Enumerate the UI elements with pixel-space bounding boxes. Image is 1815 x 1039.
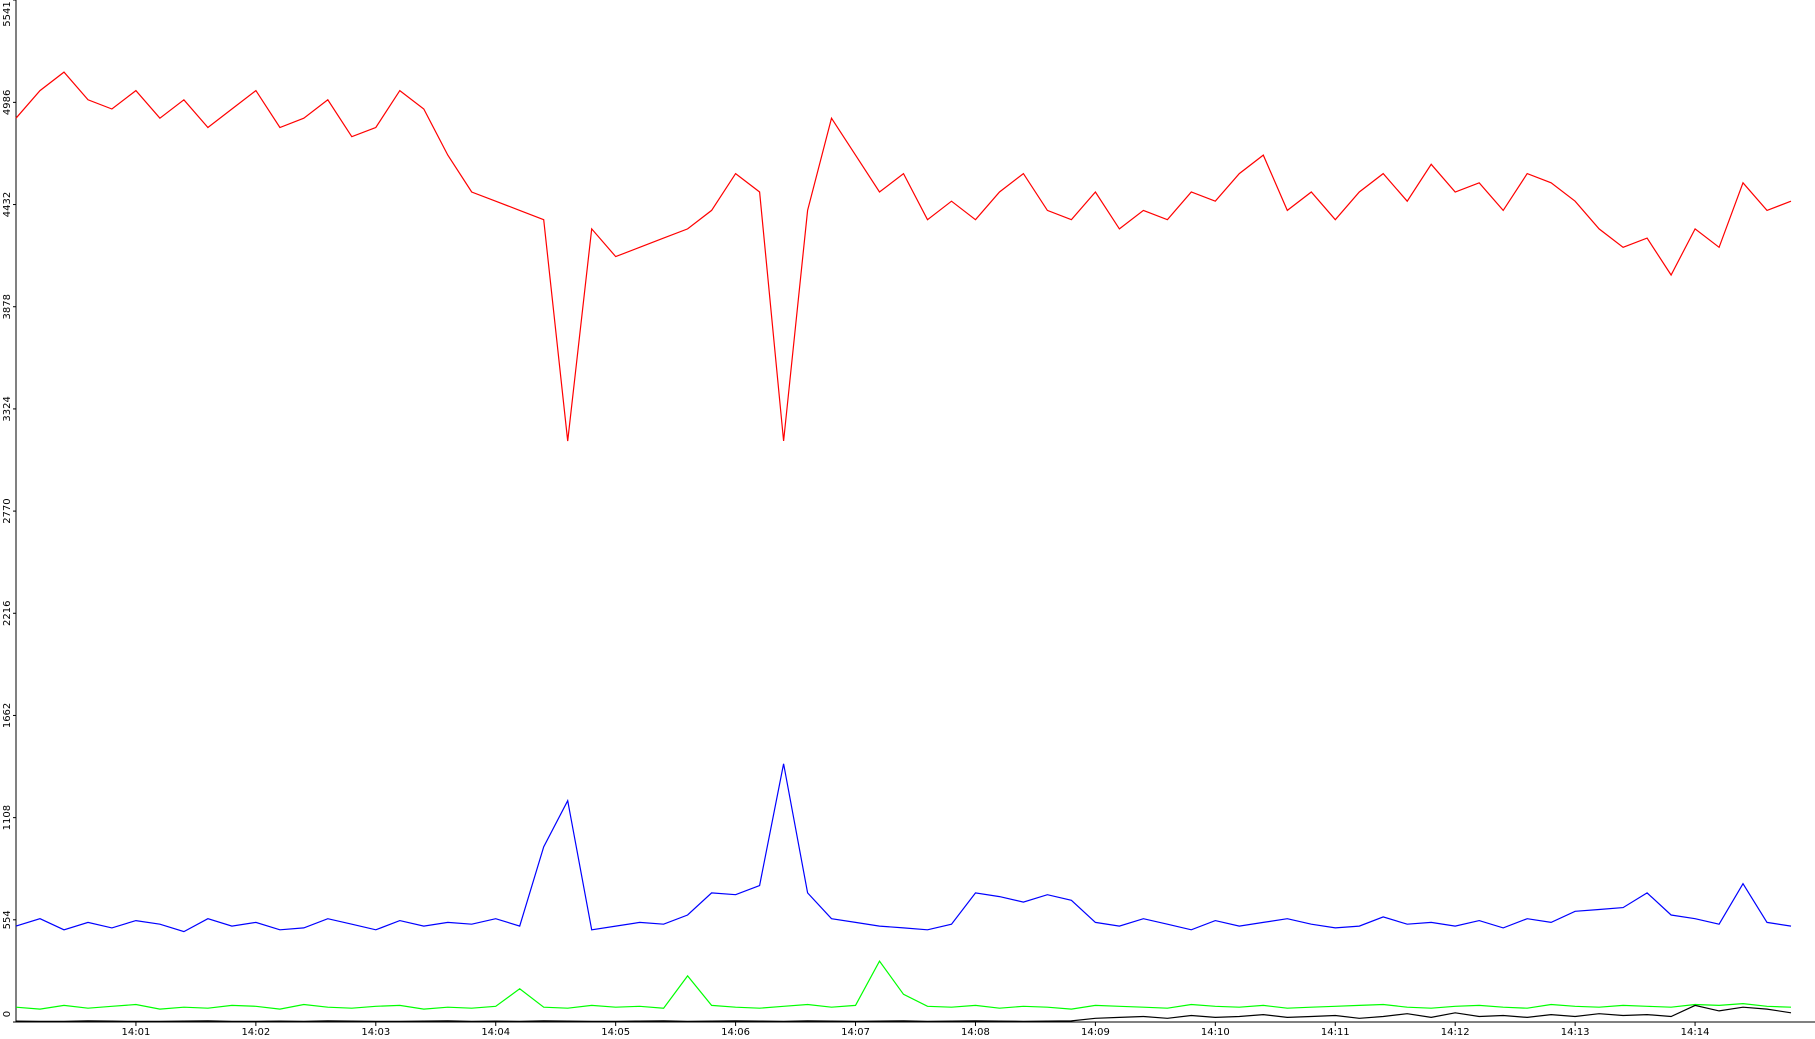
y-tick-label: 2770: [2, 498, 13, 523]
y-tick-label: 1108: [2, 805, 13, 830]
x-tick-label: 14:05: [601, 1027, 630, 1038]
y-tick-label: 3324: [2, 396, 13, 421]
x-tick-label: 14:13: [1561, 1027, 1590, 1038]
x-tick-label: 14:09: [1081, 1027, 1110, 1038]
series-line: [15, 959, 1792, 1010]
x-tick-label: 14:06: [721, 1027, 750, 1038]
x-tick-label: 14:14: [1681, 1027, 1710, 1038]
x-tick-label: 14:10: [1201, 1027, 1230, 1038]
series-line: [15, 1004, 1792, 1023]
series-line: [15, 763, 1792, 933]
y-tick-label: 1662: [2, 703, 13, 728]
y-tick-label: 5541: [2, 1, 13, 26]
y-tick-label: 3878: [2, 294, 13, 319]
y-tick-label: 4986: [2, 90, 13, 115]
x-tick-label: 14:04: [481, 1027, 510, 1038]
series-line: [15, 71, 1792, 442]
x-tick-label: 14:12: [1441, 1027, 1470, 1038]
x-tick-label: 14:02: [241, 1027, 270, 1038]
x-tick-label: 14:11: [1321, 1027, 1350, 1038]
x-tick-label: 14:07: [841, 1027, 870, 1038]
x-tick-label: 14:01: [122, 1027, 151, 1038]
x-tick-label: 14:03: [361, 1027, 390, 1038]
y-tick-label: 554: [2, 910, 13, 929]
y-tick-label: 0: [2, 1011, 13, 1017]
y-tick-label: 2216: [2, 601, 13, 626]
y-tick-label: 4432: [2, 192, 13, 217]
x-tick-label: 14:08: [961, 1027, 990, 1038]
